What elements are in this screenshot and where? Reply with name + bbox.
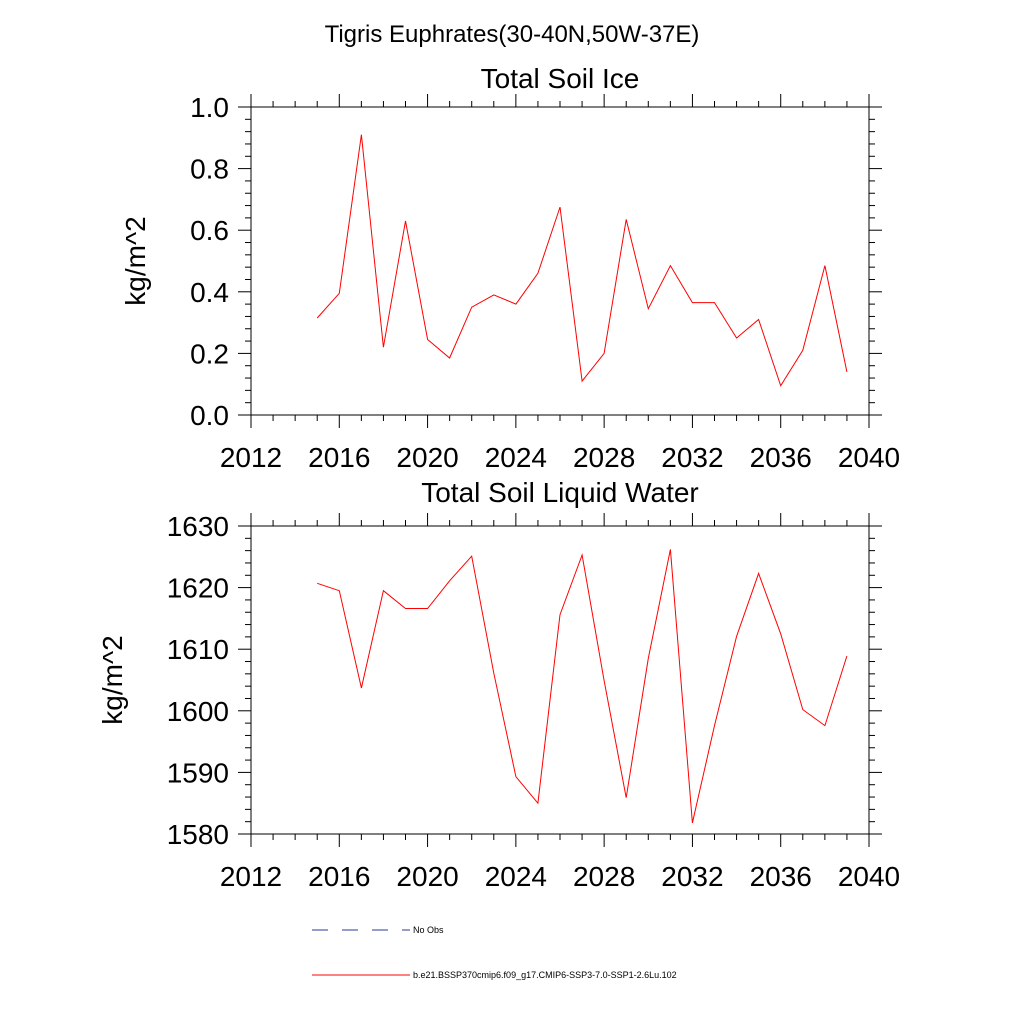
- x-tick-label: 2016: [308, 861, 370, 892]
- figure-title: Tigris Euphrates(30-40N,50W-37E): [325, 21, 700, 48]
- x-tick-label: 2020: [396, 861, 458, 892]
- x-tick-label: 2024: [485, 861, 547, 892]
- x-tick-label: 2016: [308, 442, 370, 473]
- panel-title: Total Soil Liquid Water: [421, 477, 699, 508]
- y-tick-label: 1.0: [190, 92, 229, 123]
- y-tick-label: 1590: [167, 757, 229, 788]
- x-tick-label: 2012: [220, 442, 282, 473]
- legend: No Obs b.e21.BSSP370cmip6.f09_g17.CMIP6-S…: [312, 925, 677, 980]
- y-tick-label: 1580: [167, 819, 229, 850]
- x-tick-label: 2036: [750, 861, 812, 892]
- panel-total-soil-liquid-water: Total Soil Liquid Water kg/m^2 2012 2016 202…: [97, 477, 900, 892]
- x-tick-label: 2040: [838, 861, 900, 892]
- y-axis-label: kg/m^2: [120, 216, 151, 305]
- plot-frame: [250, 525, 870, 835]
- panel-total-soil-ice: Total Soil Ice kg/m^2 2012 2016 2020 2024 2028…: [120, 63, 900, 473]
- y-tick-label: 0.4: [190, 277, 229, 308]
- legend-label: No Obs: [413, 925, 444, 935]
- x-tick-label: 2040: [838, 442, 900, 473]
- y-tick-label: 1630: [167, 511, 229, 542]
- y-tick-label: 1600: [167, 696, 229, 727]
- x-tick-label: 2012: [220, 861, 282, 892]
- y-axis-label: kg/m^2: [97, 635, 128, 724]
- y-tick-label: 0.2: [190, 338, 229, 369]
- y-tick-label: 0.6: [190, 215, 229, 246]
- x-tick-label: 2024: [485, 442, 547, 473]
- legend-label: b.e21.BSSP370cmip6.f09_g17.CMIP6-SSP3-7.…: [413, 970, 677, 980]
- x-tick-label: 2032: [661, 861, 723, 892]
- y-tick-label: 1620: [167, 573, 229, 604]
- series-line: [317, 549, 848, 824]
- x-tick-label: 2028: [573, 861, 635, 892]
- x-tick-label: 2032: [661, 442, 723, 473]
- x-tick-label: 2020: [396, 442, 458, 473]
- y-tick-label: 0.0: [190, 400, 229, 431]
- y-tick-label: 1610: [167, 634, 229, 665]
- x-tick-label: 2028: [573, 442, 635, 473]
- x-tick-label: 2036: [750, 442, 812, 473]
- panel-title: Total Soil Ice: [481, 63, 640, 94]
- series-line: [316, 134, 848, 387]
- y-tick-label: 0.8: [190, 154, 229, 185]
